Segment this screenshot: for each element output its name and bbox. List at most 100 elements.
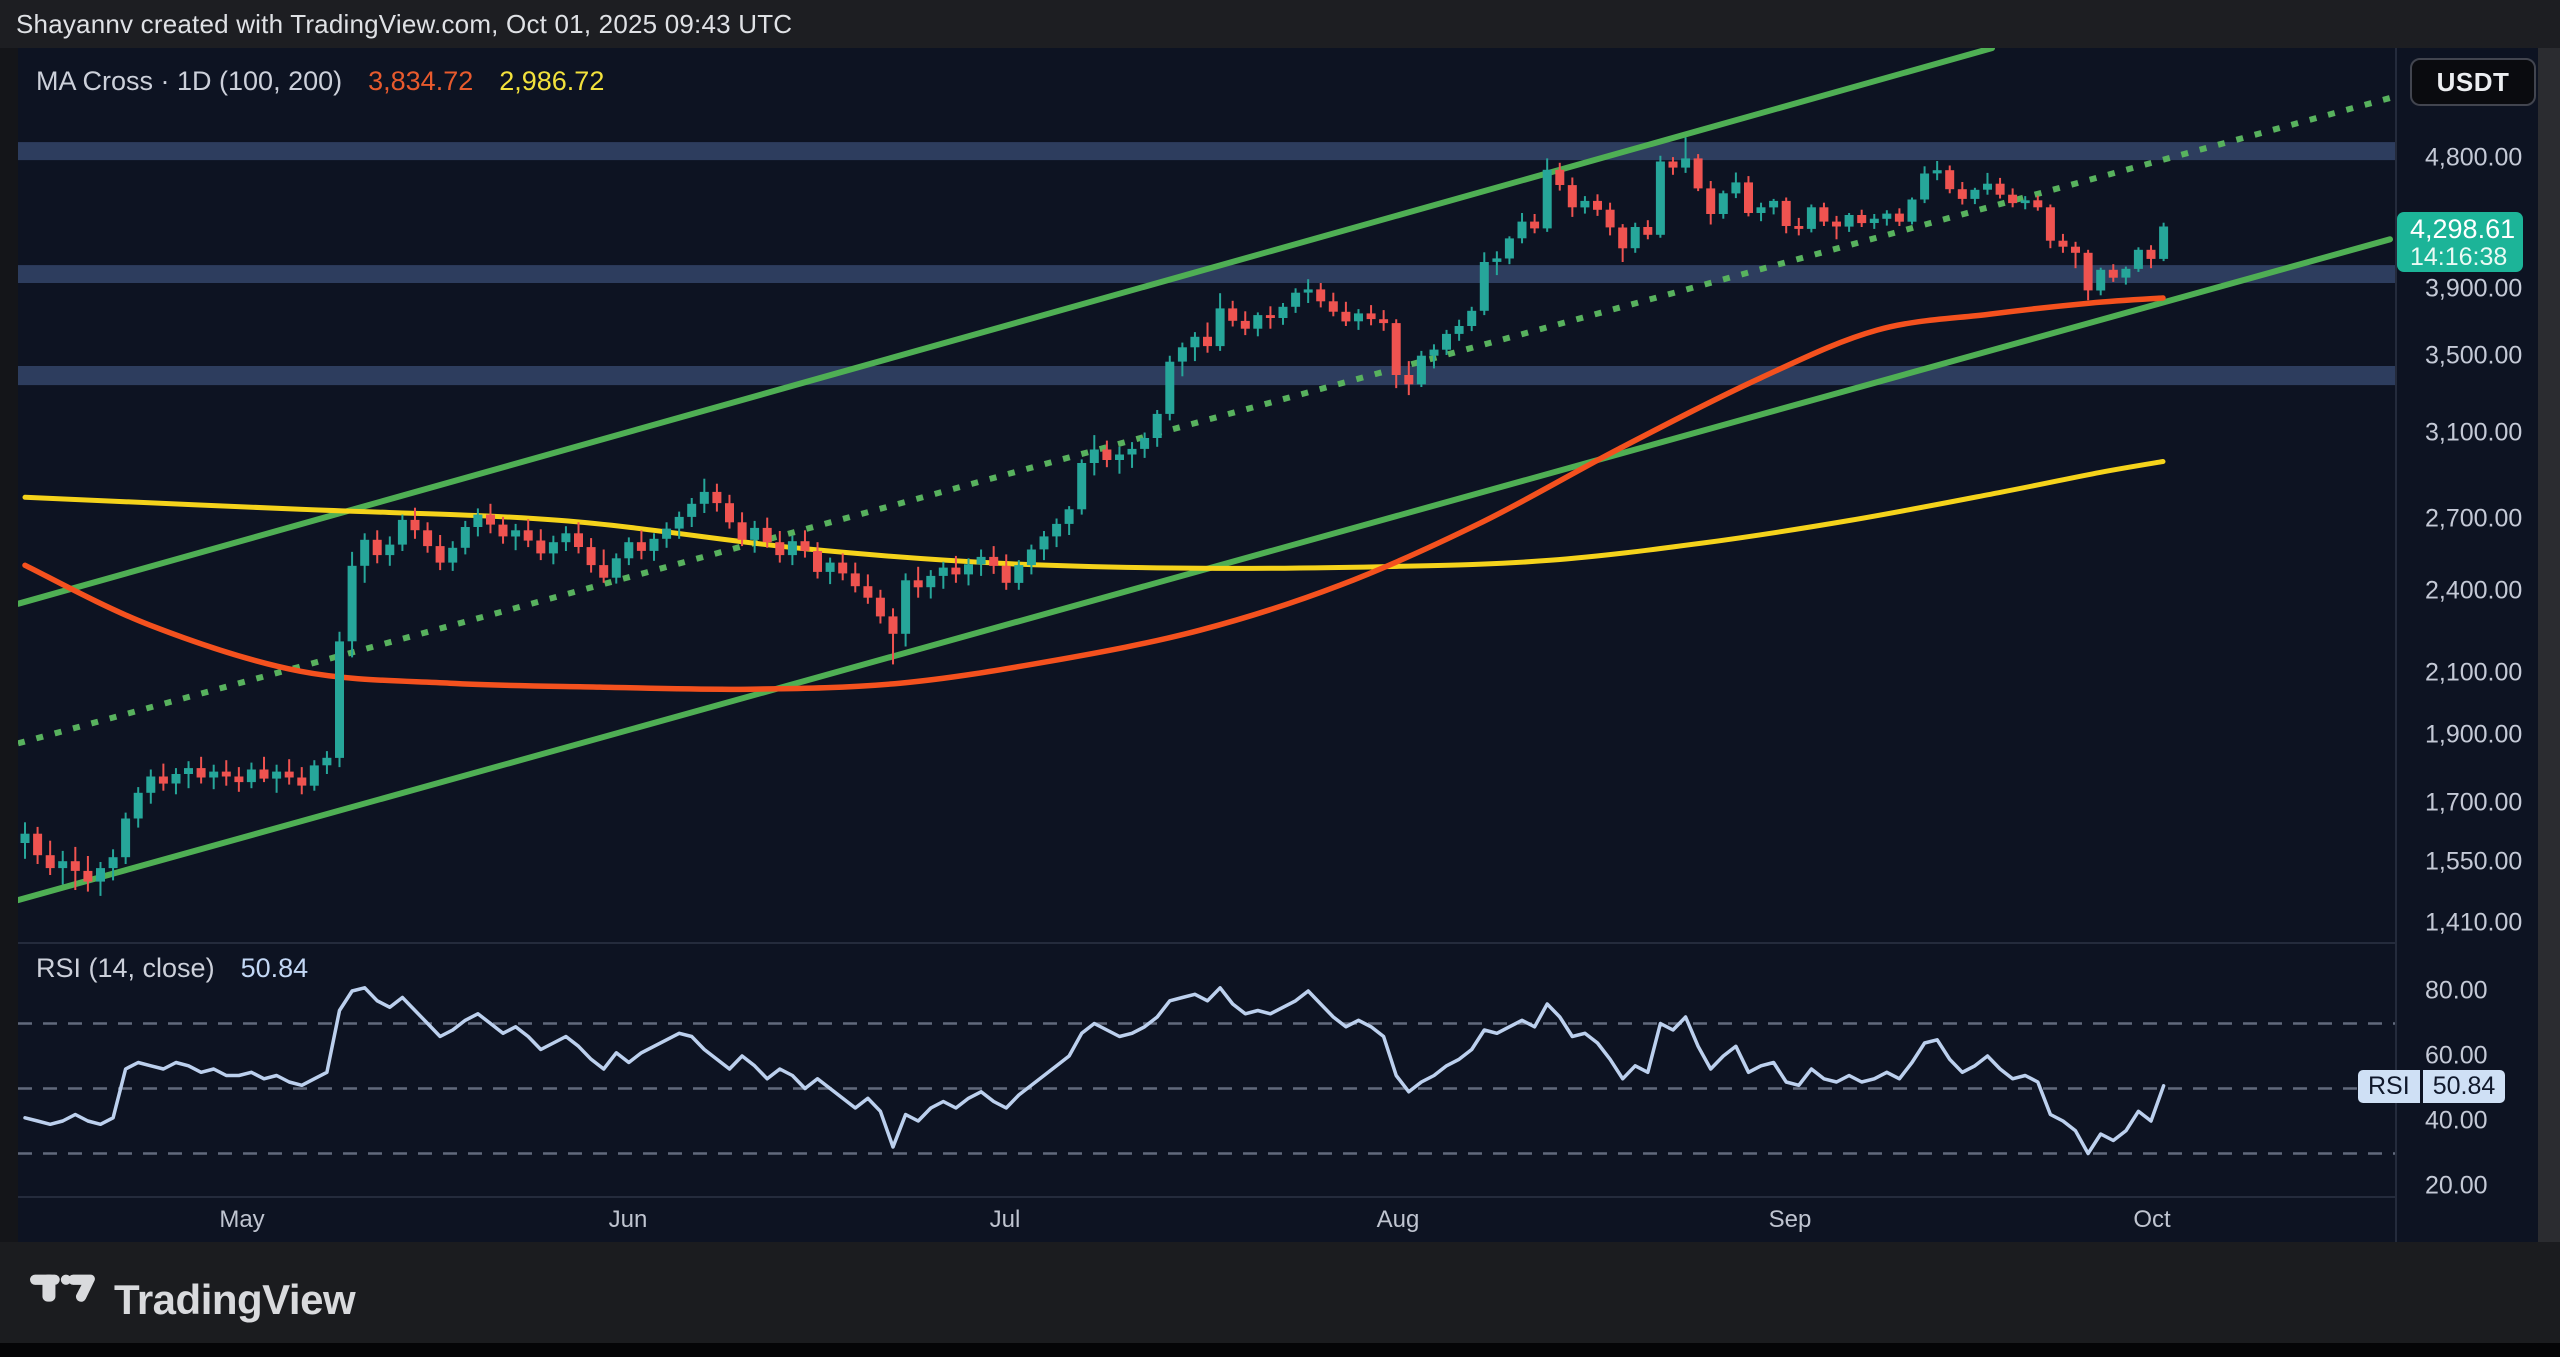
candle xyxy=(1291,288,1301,313)
candle xyxy=(976,549,986,576)
candle xyxy=(1844,213,1854,232)
time-axis-month-label: May xyxy=(219,1206,265,1233)
candle xyxy=(372,530,382,564)
candle xyxy=(397,514,407,551)
candle xyxy=(146,769,156,804)
candle xyxy=(33,826,43,864)
candle xyxy=(1806,204,1816,233)
candle xyxy=(1391,319,1401,389)
rsi-badge-value: 50.84 xyxy=(2422,1070,2506,1103)
candle xyxy=(1504,236,1514,265)
pane-separator[interactable] xyxy=(18,942,2395,944)
candle xyxy=(297,767,307,795)
candle xyxy=(1379,310,1389,331)
candle xyxy=(486,503,495,534)
candle xyxy=(1303,279,1313,303)
time-axis-month-label: Jul xyxy=(989,1206,1021,1233)
candle xyxy=(1681,137,1691,173)
time-axis-month-label: Sep xyxy=(1768,1206,1812,1233)
candle xyxy=(1253,312,1263,337)
candle xyxy=(725,494,734,529)
candle xyxy=(1454,319,1464,341)
time-axis[interactable]: May Jun Jul Aug Sep Oct xyxy=(18,1196,2395,1242)
channel-midline-dotted xyxy=(18,95,2391,747)
candle xyxy=(1328,292,1338,317)
candle xyxy=(2045,204,2055,249)
candle xyxy=(1882,210,1892,226)
chart-widget[interactable]: MA Cross · 1D (100, 200) 3,834.72 2,986.… xyxy=(18,48,2538,1242)
candle xyxy=(1706,181,1716,225)
candle xyxy=(83,856,93,892)
candle xyxy=(1354,309,1363,330)
candle xyxy=(1152,410,1162,447)
rsi-legend[interactable]: RSI (14, close) 50.84 xyxy=(36,953,308,984)
candle xyxy=(1492,251,1502,276)
rsi-tick-label: 80.00 xyxy=(2425,976,2488,1005)
candle xyxy=(448,541,458,571)
candle xyxy=(548,535,558,565)
candle xyxy=(875,589,885,624)
candle xyxy=(1341,301,1351,326)
price-tick-label: 3,500.00 xyxy=(2425,341,2523,370)
candle xyxy=(850,562,860,593)
candle xyxy=(687,498,697,527)
ma100-line xyxy=(22,295,2166,693)
rsi-pane[interactable] xyxy=(18,943,2395,1196)
candle xyxy=(1970,187,1980,205)
price-pane[interactable] xyxy=(18,48,2395,943)
candle xyxy=(1957,182,1967,205)
candle xyxy=(1077,459,1087,515)
ma-cross-legend[interactable]: MA Cross · 1D (100, 200) 3,834.72 2,986.… xyxy=(36,66,604,97)
rsi-legend-title: RSI (14, close) xyxy=(36,953,215,983)
candle xyxy=(1316,283,1326,308)
candle xyxy=(2146,245,2156,269)
candle xyxy=(712,483,722,512)
candle xyxy=(1140,432,1150,458)
candle xyxy=(272,764,282,793)
candle xyxy=(322,751,332,774)
candle xyxy=(2033,195,2043,211)
price-scale[interactable]: USDT 4,800.00 3,900.00 3,500.00 3,100.00 2,7… xyxy=(2358,48,2538,1242)
candle xyxy=(2008,188,2018,208)
candle xyxy=(561,526,571,551)
candle xyxy=(460,520,470,555)
candle xyxy=(309,760,319,791)
candle xyxy=(121,812,131,864)
candle xyxy=(20,822,30,859)
candle xyxy=(1794,217,1804,236)
price-tick-label: 3,100.00 xyxy=(2425,418,2523,447)
candle xyxy=(1203,322,1212,353)
candle xyxy=(951,555,961,583)
candle xyxy=(1857,209,1867,227)
candle xyxy=(636,530,646,560)
candle xyxy=(1580,196,1590,214)
candle xyxy=(1228,300,1238,327)
candle xyxy=(2058,233,2068,253)
candle xyxy=(699,478,709,513)
price-tick-label: 3,900.00 xyxy=(2425,274,2523,303)
candle xyxy=(674,511,684,539)
candle xyxy=(1442,329,1451,355)
candle xyxy=(523,519,533,548)
price-tick-label: 2,100.00 xyxy=(2425,658,2523,687)
time-axis-month-label: Jun xyxy=(608,1206,648,1233)
candle xyxy=(335,631,344,768)
candle xyxy=(360,533,370,583)
ma200-line xyxy=(22,459,2166,571)
quote-currency-button[interactable]: USDT xyxy=(2410,58,2536,106)
candle xyxy=(1920,166,1930,204)
candle xyxy=(1869,214,1879,229)
support-resistance-zone xyxy=(18,265,2395,283)
candle xyxy=(1240,311,1250,336)
candle xyxy=(1278,303,1288,325)
tradingview-logo[interactable]: TradingView xyxy=(30,1274,356,1326)
ma100-value: 3,834.72 xyxy=(368,66,474,96)
candle xyxy=(787,535,797,566)
candle xyxy=(1064,506,1074,535)
candle xyxy=(1630,222,1640,253)
candle xyxy=(96,862,105,896)
candle xyxy=(1618,224,1628,262)
candle xyxy=(1479,252,1489,316)
tradingview-wordmark: TradingView xyxy=(114,1276,356,1323)
